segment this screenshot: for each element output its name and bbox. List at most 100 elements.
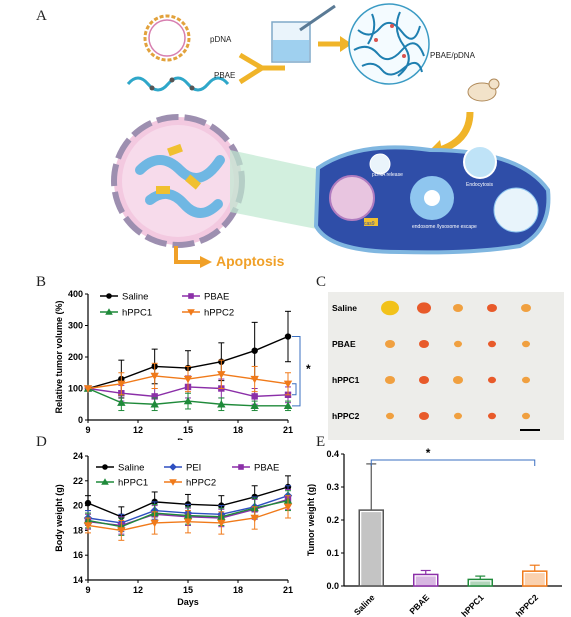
data-point-hppc2 (250, 514, 259, 523)
target-cell-icon (313, 145, 551, 255)
panel-a: A (0, 0, 571, 270)
curved-arrow-icon (438, 111, 474, 154)
y-tick-label: 0.2 (326, 515, 339, 525)
y-tick-label: 0.4 (326, 449, 339, 459)
tumor-sample (385, 340, 395, 348)
tumor-sample (522, 340, 530, 348)
body-weight-chart: 9 12 15 18 21 14 16 18 20 22 24 Days Body weight (g)… (54, 451, 293, 607)
tumor-sample (487, 304, 497, 312)
zoom-beam-icon (230, 150, 322, 230)
legend-marker-saline (106, 293, 112, 299)
tumor-sample (385, 376, 395, 384)
y-tick-label: 16 (73, 550, 83, 560)
data-point-hppc2 (283, 503, 293, 512)
x-tick-label: 15 (183, 585, 193, 595)
tumor-sample (522, 412, 530, 420)
apoptosis-arrow-icon (174, 246, 200, 264)
data-point-hppc1 (117, 398, 126, 406)
data-point-hppc2 (250, 375, 259, 384)
legend-label-saline: Saline (122, 292, 148, 303)
panel-label-c: C (316, 274, 327, 290)
data-point-hppc2 (217, 371, 226, 379)
legend-label-hppc1: hPPC1 (122, 308, 152, 319)
y-tick-label: 24 (73, 451, 83, 461)
bar-pbae (413, 573, 439, 587)
bar-fill-hppc1 (470, 581, 491, 586)
tumor-sample (419, 376, 429, 384)
tumor-sample (522, 376, 530, 384)
y-tick-label: 14 (73, 575, 83, 585)
pdna-label: pDNA (210, 35, 232, 44)
data-point-saline (284, 333, 292, 340)
legend-marker-pbae (188, 293, 194, 299)
legend-label-hppc2: hPPC2 (204, 308, 234, 319)
x-tick-label: 9 (85, 425, 90, 435)
significance-bracket (292, 336, 301, 407)
legend-label-pei: PEI (186, 463, 201, 474)
panel-label-e: E (316, 434, 326, 450)
significance-mark: * (426, 446, 431, 460)
legend-marker-pbae (238, 464, 244, 470)
data-point-hppc2 (183, 518, 193, 526)
x-tick-label: 18 (233, 585, 243, 595)
mouse-icon (467, 78, 500, 102)
panel-e: E 0.0 0.1 0.2 0.3 0.4 Tumor weight (g) Saline P… (300, 432, 571, 617)
photo-row-label: PBAE (332, 339, 356, 349)
tumor-sample (419, 412, 429, 420)
x-tick-label: 18 (233, 425, 243, 435)
y-tick-label: 400 (68, 289, 83, 299)
legend-marker-hppc1 (101, 478, 109, 485)
x-tick-label: 9 (85, 585, 90, 595)
apoptosis-label: Apoptosis (216, 253, 285, 269)
tumor-sample (454, 340, 462, 348)
y-tick-label: 0 (78, 415, 83, 425)
polymer-icon (126, 76, 230, 92)
y-axis-label: Relative tumor volume (%) (54, 300, 64, 413)
complex-label: PBAE/pDNA (430, 51, 476, 60)
panel-label-a: A (36, 8, 47, 24)
legend-marker-hppc1 (105, 308, 113, 315)
data-point-hppc2 (183, 375, 193, 384)
tumor-sample (381, 300, 399, 316)
escape-label: endosome /lysosome escape (412, 224, 477, 230)
legend-marker-saline (102, 464, 108, 470)
tumor-sample (521, 304, 531, 312)
endocytosis-label: Endocytosis (466, 182, 493, 188)
tumor-sample (453, 304, 463, 312)
tumor-sample (453, 376, 463, 384)
panel-c: C Saline PBAE hPPC1 hPPC2 (316, 272, 571, 442)
bar-saline (358, 509, 384, 587)
data-point-hppc1 (250, 401, 259, 410)
category-label-hppc1: hPPC1 (459, 592, 486, 617)
data-point-hppc2 (150, 519, 159, 528)
tumor-sample (454, 412, 462, 420)
legend-label-hppc2: hPPC2 (186, 478, 216, 489)
y-axis-label: Tumor weight (g) (306, 484, 316, 556)
y-tick-label: 0.0 (326, 581, 339, 591)
bar-hppc1 (467, 578, 493, 587)
data-point-hppc1 (217, 400, 226, 408)
data-point-hppc2 (283, 380, 293, 388)
y-tick-label: 300 (68, 321, 83, 331)
tumor-sample (386, 412, 394, 420)
data-point-hppc2 (117, 380, 126, 388)
x-tick-label: 12 (133, 585, 143, 595)
photo-row-label: hPPC2 (332, 411, 360, 421)
panel-d: D 9 12 15 18 21 14 16 18 20 22 24 Days Body weight (… (0, 432, 300, 617)
bar-fill-saline (361, 512, 382, 586)
data-point-hppc1 (183, 396, 193, 405)
y-tick-label: 20 (73, 501, 83, 511)
data-point-hppc2 (117, 527, 126, 535)
plasmid-icon (143, 14, 191, 62)
merge-arrow-icon (238, 52, 285, 85)
category-label-saline: Saline (352, 592, 377, 617)
data-point-hppc1 (283, 401, 293, 410)
y-tick-label: 200 (68, 352, 83, 362)
x-tick-label: 15 (183, 425, 193, 435)
significance-mark: * (306, 362, 311, 376)
data-point-hppc2 (83, 522, 93, 530)
data-point-pbae (151, 393, 158, 400)
data-point-hppc2 (83, 385, 93, 393)
y-axis-label: Body weight (g) (54, 484, 64, 552)
cas9-label: cas9 (364, 221, 375, 227)
